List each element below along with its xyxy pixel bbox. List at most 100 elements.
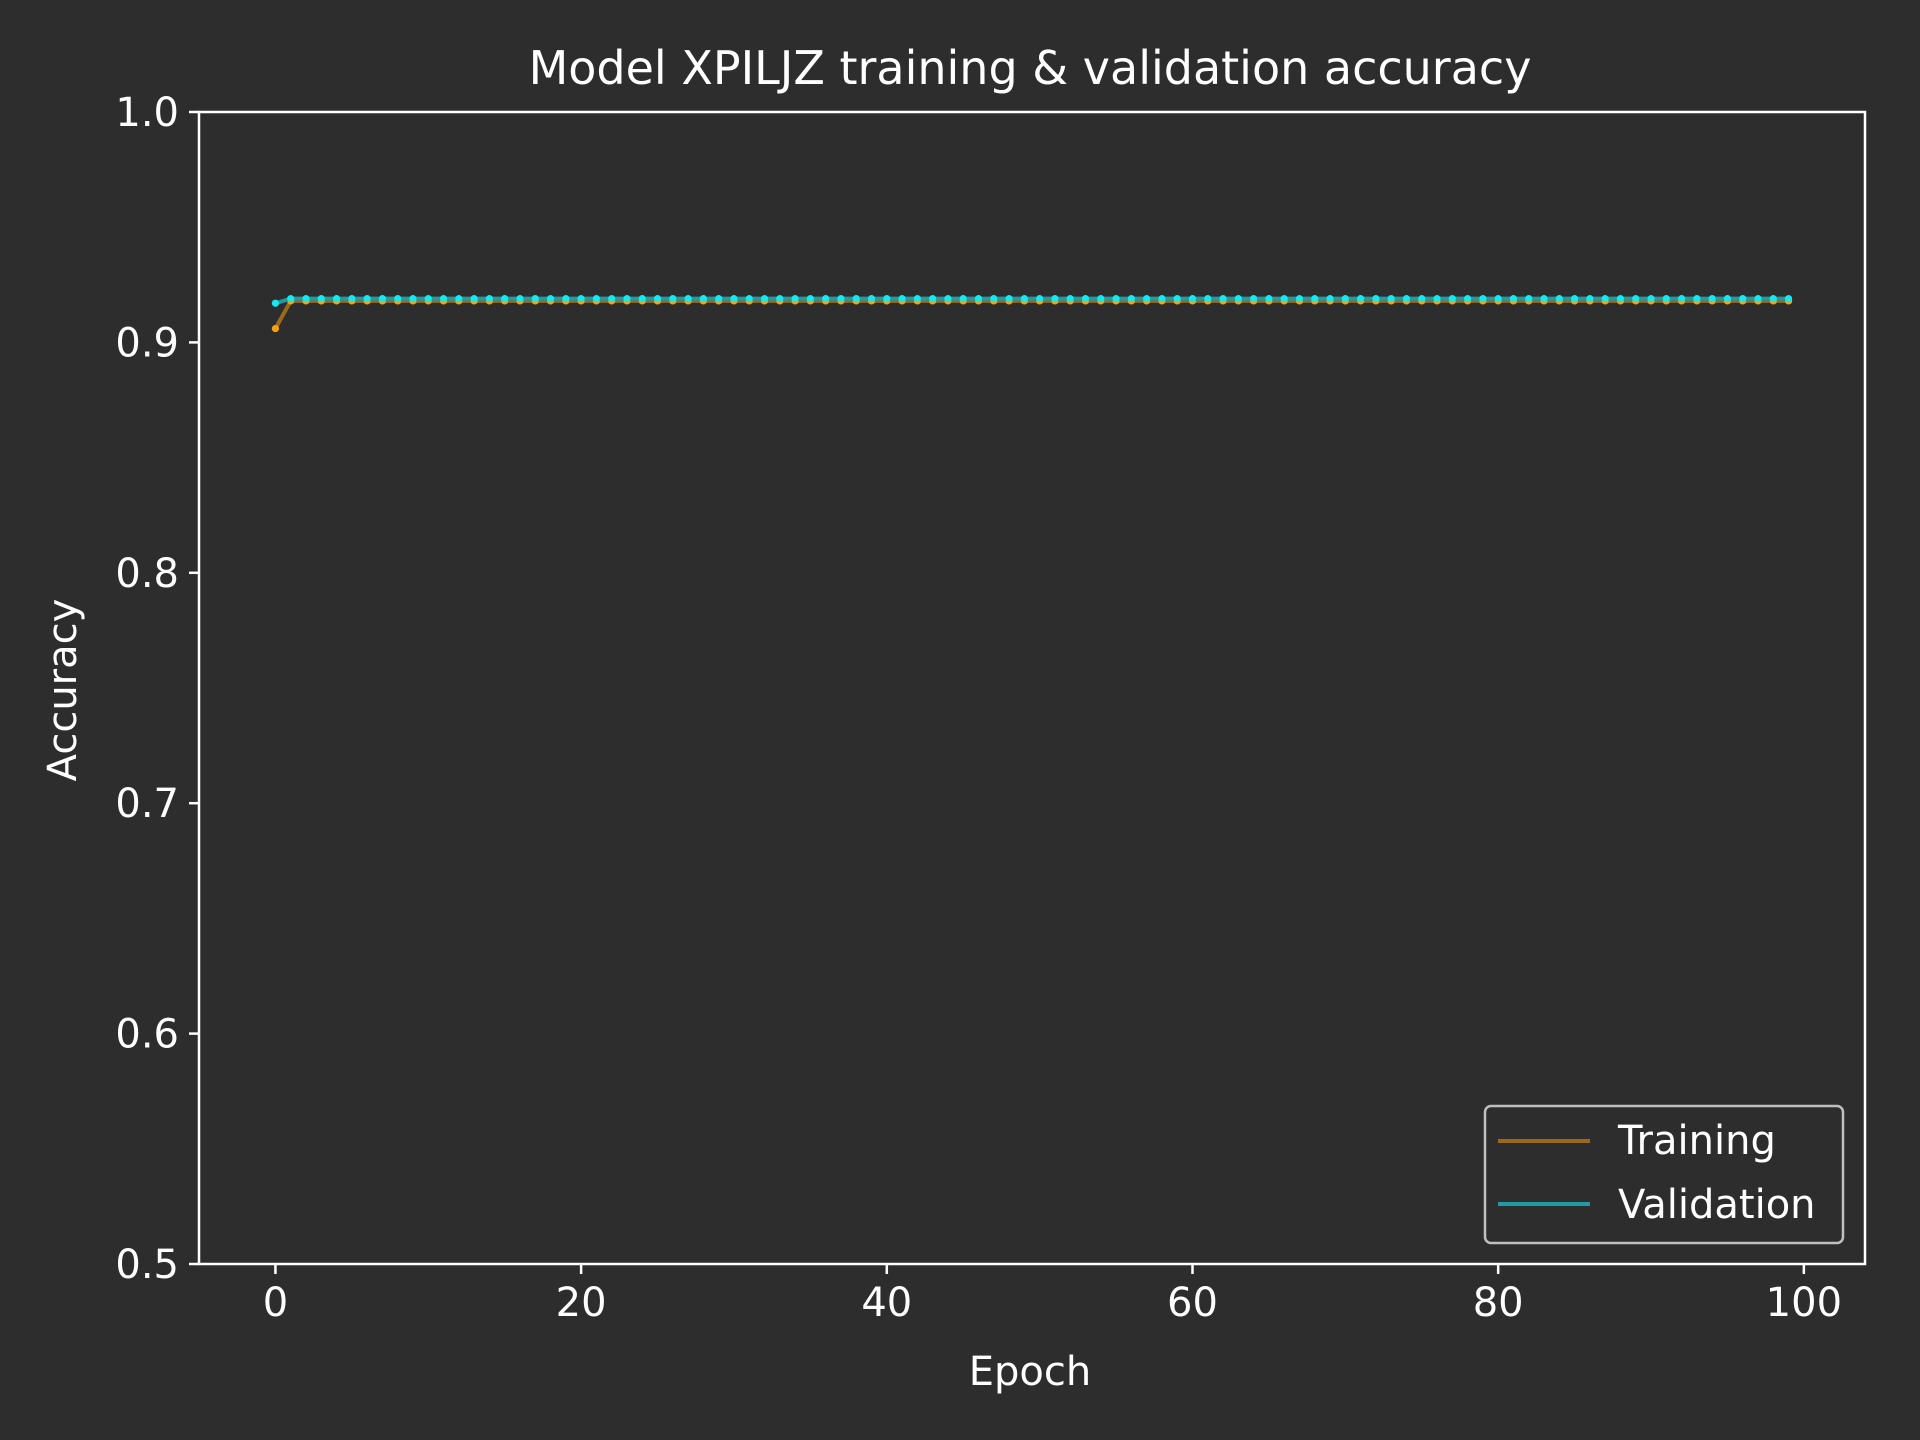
- validation-point: [409, 295, 417, 303]
- validation-point: [1586, 295, 1594, 303]
- x-tick-label: 60: [1167, 1280, 1218, 1326]
- validation-point: [302, 295, 310, 303]
- validation-point: [592, 295, 600, 303]
- x-axis-label: Epoch: [969, 1349, 1091, 1395]
- validation-point: [837, 295, 845, 303]
- validation-point: [1784, 295, 1793, 303]
- validation-point: [1402, 295, 1411, 303]
- y-tick-label: 1.0: [115, 90, 179, 136]
- validation-point: [1433, 295, 1441, 303]
- validation-point: [990, 295, 998, 303]
- validation-point: [1616, 295, 1625, 303]
- validation-point: [1326, 295, 1334, 303]
- validation-point: [745, 295, 753, 303]
- training-series-line: [273, 298, 1789, 330]
- validation-point: [562, 295, 570, 303]
- legend-training-label: Training: [1617, 1118, 1776, 1164]
- y-tick-label: 0.9: [115, 320, 179, 366]
- validation-point: [516, 295, 524, 303]
- validation-point: [929, 295, 937, 303]
- validation-point: [959, 295, 967, 303]
- validation-point: [867, 295, 876, 303]
- x-tick-label: 100: [1766, 1280, 1842, 1326]
- validation-point: [1188, 295, 1197, 303]
- validation-point: [271, 299, 280, 307]
- validation-point: [1066, 295, 1074, 303]
- validation-point: [974, 295, 983, 303]
- validation-point: [1005, 295, 1013, 303]
- validation-point: [1173, 295, 1181, 303]
- validation-point: [1693, 295, 1701, 303]
- validation-point: [317, 295, 325, 303]
- validation-point: [730, 295, 738, 303]
- validation-point: [1632, 295, 1640, 303]
- validation-point: [1723, 295, 1732, 303]
- validation-point: [699, 295, 707, 303]
- validation-point: [1341, 295, 1349, 303]
- axis-ticks: 0 20 40 60 80 100 0.5 0.6 0.7 0.8 0.9 1.0: [115, 90, 1842, 1326]
- validation-point: [1036, 295, 1044, 303]
- validation-point: [1555, 295, 1563, 303]
- validation-point: [1571, 295, 1579, 303]
- legend: Training Validation: [1483, 1104, 1845, 1245]
- validation-point: [1739, 295, 1747, 303]
- validation-point: [363, 295, 371, 303]
- validation-point: [439, 295, 448, 303]
- validation-point: [485, 295, 493, 303]
- validation-point: [1158, 295, 1166, 303]
- validation-point: [1540, 295, 1548, 303]
- x-tick-label: 0: [263, 1280, 288, 1326]
- y-axis-label: Accuracy: [40, 599, 86, 782]
- validation-point: [1769, 295, 1777, 303]
- x-tick-label: 80: [1473, 1280, 1524, 1326]
- validation-point: [531, 295, 539, 303]
- validation-point: [1754, 295, 1762, 303]
- legend-validation-label: Validation: [1618, 1182, 1816, 1228]
- validation-point: [776, 295, 784, 303]
- validation-point: [608, 295, 616, 303]
- validation-point: [1494, 295, 1502, 303]
- validation-series-line: [274, 296, 1789, 306]
- validation-point: [546, 295, 555, 303]
- validation-point: [1265, 295, 1273, 303]
- validation-point: [669, 295, 677, 303]
- validation-point: [883, 295, 891, 303]
- validation-point: [684, 295, 692, 303]
- validation-point: [455, 295, 463, 303]
- validation-point: [1509, 295, 1518, 303]
- validation-point: [913, 295, 921, 303]
- validation-point: [501, 295, 509, 303]
- validation-point: [822, 295, 830, 303]
- validation-point: [944, 295, 952, 303]
- validation-point: [715, 295, 723, 303]
- validation-point: [1020, 295, 1028, 303]
- validation-point: [1647, 295, 1655, 303]
- validation-point: [1387, 295, 1395, 303]
- validation-point: [760, 295, 769, 303]
- validation-point: [1081, 295, 1090, 303]
- validation-point: [1143, 295, 1151, 303]
- validation-point: [577, 295, 585, 303]
- chart-title: Model XPILJZ training & validation accur…: [529, 41, 1532, 95]
- validation-point: [1280, 295, 1288, 303]
- series-layer: [271, 295, 1793, 333]
- validation-point: [1662, 295, 1670, 303]
- validation-point: [1250, 295, 1258, 303]
- validation-point: [623, 295, 631, 303]
- validation-point: [1127, 295, 1135, 303]
- validation-point: [424, 295, 432, 303]
- validation-point: [287, 295, 295, 303]
- validation-point: [1112, 295, 1120, 303]
- validation-point: [348, 295, 356, 303]
- validation-point: [1448, 295, 1456, 303]
- validation-point: [653, 295, 662, 303]
- validation-point: [332, 295, 341, 303]
- validation-point: [806, 295, 814, 303]
- plot-area-frame: [197, 110, 1867, 1266]
- validation-point: [1311, 295, 1319, 303]
- validation-point: [898, 295, 906, 303]
- validation-point: [1051, 295, 1059, 303]
- validation-point: [1234, 295, 1242, 303]
- validation-point: [1295, 295, 1304, 303]
